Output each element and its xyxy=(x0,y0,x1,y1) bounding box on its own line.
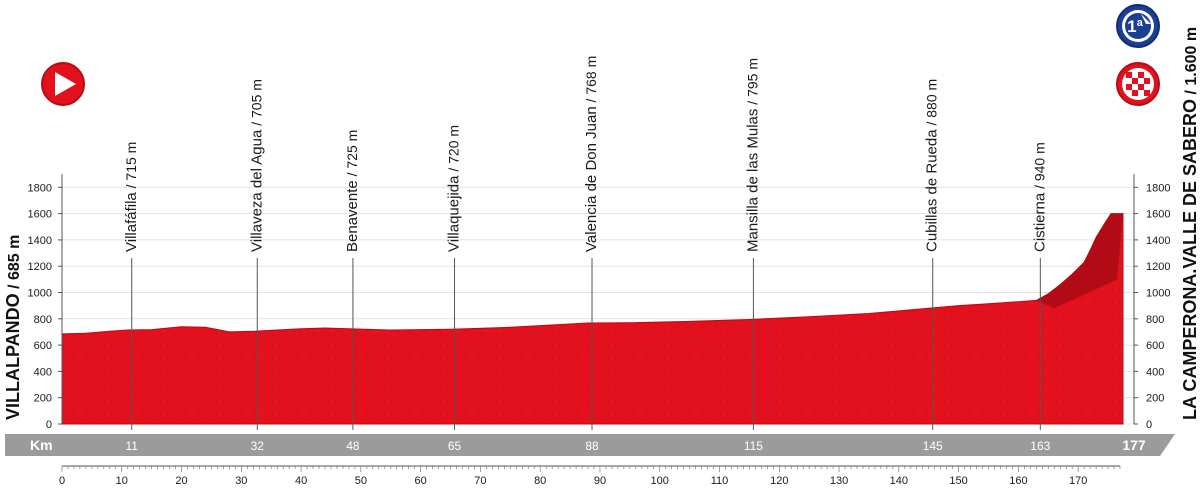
checker-square xyxy=(1144,78,1150,84)
waypoint-label: Villafáfila / 715 m xyxy=(123,142,140,252)
y-tick-label: 1600 xyxy=(28,209,52,221)
waypoint-label: Villaquejida / 720 m xyxy=(446,125,463,252)
y-tick-label: 1000 xyxy=(28,288,52,300)
x-tick-label: 50 xyxy=(355,475,367,487)
x-tick-labels: 0 10 20 30 40 50 60 70 80 90 100 110 120 130 140 150 160… xyxy=(59,466,1121,487)
y-tick-label: 1600 xyxy=(1146,209,1170,221)
x-tick-label: 170 xyxy=(1069,475,1087,487)
y-tick-label: 400 xyxy=(34,366,52,378)
y-tick-label: 800 xyxy=(1146,314,1164,326)
x-tick-label: 150 xyxy=(949,475,967,487)
band-km-value: 163 xyxy=(1030,439,1050,453)
x-tick-label: 30 xyxy=(235,475,247,487)
x-tick-label: 10 xyxy=(116,475,128,487)
start-town-label: VILLALPANDO / 685 m xyxy=(3,235,23,420)
y-tick-label: 400 xyxy=(1146,366,1164,378)
band-km-value: 145 xyxy=(923,439,943,453)
km-band xyxy=(5,434,1175,456)
band-km-value: 88 xyxy=(585,439,599,453)
band-km-value: 32 xyxy=(251,439,265,453)
x-tick-label: 100 xyxy=(651,475,669,487)
band-total-km: 177 xyxy=(1122,437,1146,453)
y-tick-label: 200 xyxy=(34,393,52,405)
y-tick-label: 1000 xyxy=(1146,288,1170,300)
waypoint-label: Villaveza del Agua / 705 m xyxy=(248,79,265,252)
final-climb-shade xyxy=(1036,213,1123,309)
y-tick-label: 1200 xyxy=(28,261,52,273)
band-km-value: 65 xyxy=(448,439,462,453)
checker-square xyxy=(1126,72,1132,78)
x-tick-label: 120 xyxy=(770,475,788,487)
waypoint-label: Valencia de Don Juan / 768 m xyxy=(583,56,600,252)
y-tick-label: 1400 xyxy=(1146,235,1170,247)
left-y-tick-labels: 200 400 600 800 1000 1200 1400 1600 1800 0 xyxy=(28,182,62,431)
finish-town-label: LA CAMPERONA.VALLE DE SABERO / 1.600 m xyxy=(1180,27,1200,420)
y-tick-label: 1200 xyxy=(1146,261,1170,273)
y-tick-label: 600 xyxy=(1146,340,1164,352)
checker-square xyxy=(1138,84,1144,90)
y-tick-label: 800 xyxy=(34,314,52,326)
checkered-flag-icon xyxy=(1116,62,1160,106)
x-tick-label: 0 xyxy=(59,475,65,487)
band-km-label: Km xyxy=(30,437,53,453)
y-tick-label: 600 xyxy=(34,340,52,352)
mountain-category-icon: 1ª xyxy=(1116,4,1160,48)
checker-square xyxy=(1132,90,1138,96)
waypoint-label: Cistierna / 940 m xyxy=(1031,142,1048,252)
x-tick-label: 110 xyxy=(711,475,729,487)
y-tick-label: 0 xyxy=(46,419,52,431)
x-tick-label: 20 xyxy=(175,475,187,487)
y-tick-label: 200 xyxy=(1146,393,1164,405)
checker-square xyxy=(1132,78,1138,84)
waypoint-label: Benavente / 725 m xyxy=(344,130,361,252)
climb-category-label: 1ª xyxy=(1127,17,1143,36)
y-tick-label: 1400 xyxy=(28,235,52,247)
y-tick-label: 1800 xyxy=(28,182,52,194)
waypoint-label: Cubillas de Rueda / 880 m xyxy=(924,79,941,252)
x-tick-label: 130 xyxy=(830,475,848,487)
y-tick-label: 1800 xyxy=(1146,182,1170,194)
checker-square xyxy=(1144,90,1150,96)
x-tick-label: 80 xyxy=(534,475,546,487)
band-km-value: 115 xyxy=(744,439,763,453)
y-tick-label: 0 xyxy=(1146,419,1152,431)
checker-square xyxy=(1138,72,1144,78)
band-km-value: 11 xyxy=(126,439,139,453)
x-tick-label: 160 xyxy=(1009,475,1027,487)
x-tick-label: 60 xyxy=(415,475,427,487)
band-km-value: 48 xyxy=(346,439,360,453)
waypoint-markers: Villafáfila / 715 m Villaveza del Agua / … xyxy=(123,56,1048,430)
x-tick-label: 140 xyxy=(890,475,908,487)
x-tick-label: 40 xyxy=(295,475,307,487)
checker-square xyxy=(1126,84,1132,90)
right-y-tick-labels: 200 400 600 800 1000 1200 1400 1600 1800 0 xyxy=(1134,182,1170,431)
waypoint-label: Mansilla de las Mulas / 795 m xyxy=(744,58,761,252)
x-tick-label: 90 xyxy=(594,475,606,487)
km-band-labels: Km 11 32 48 65 88 115 145 163 177 xyxy=(30,437,1146,453)
x-tick-label: 70 xyxy=(474,475,486,487)
start-arrow-icon xyxy=(41,62,85,106)
